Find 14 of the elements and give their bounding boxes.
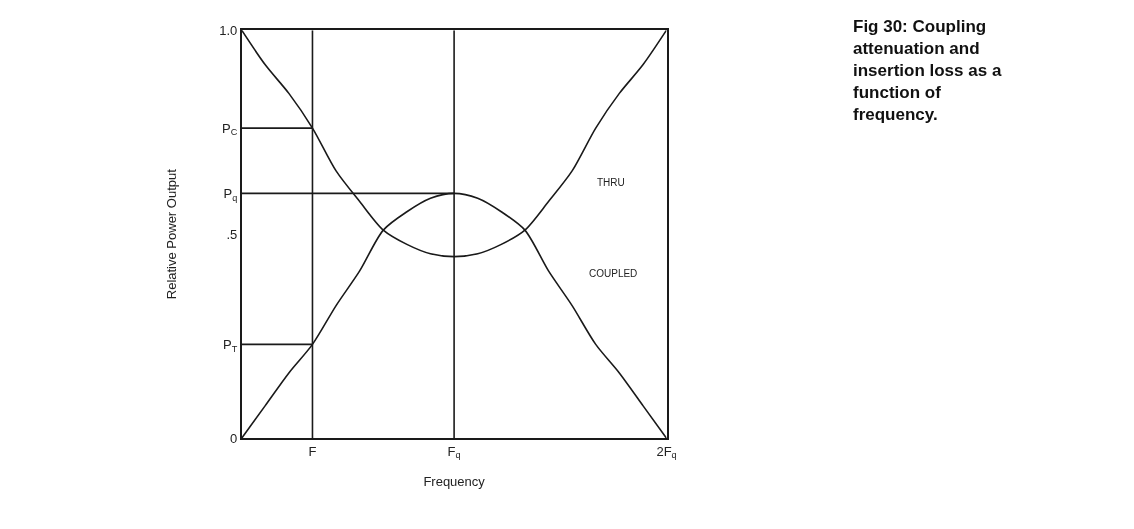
text: Fig 30: Coupling attenuation and insertion loss as a function of frequency. xyxy=(853,17,1002,125)
x-tick-label: F$_{q}$ xyxy=(447,443,461,461)
y-tick-label: P$_{T}$ xyxy=(223,336,238,354)
y-tick-label: P$_{q}$ xyxy=(223,185,238,203)
y-tick-label: .5 xyxy=(226,226,238,242)
y-axis-title: Relative Power Output xyxy=(163,168,179,300)
annotation: THRU xyxy=(597,177,625,188)
x-tick-label: 2F$_{q}$ xyxy=(656,443,677,461)
x-axis-title: Frequency xyxy=(423,474,486,490)
y-tick-label: P$_{C}$ xyxy=(222,120,238,138)
y-tick-label: 1.0 xyxy=(219,22,238,38)
x-tick-label: F xyxy=(308,443,317,459)
annotation: COUPLED xyxy=(589,268,638,279)
y-tick-label: 0 xyxy=(230,430,238,446)
